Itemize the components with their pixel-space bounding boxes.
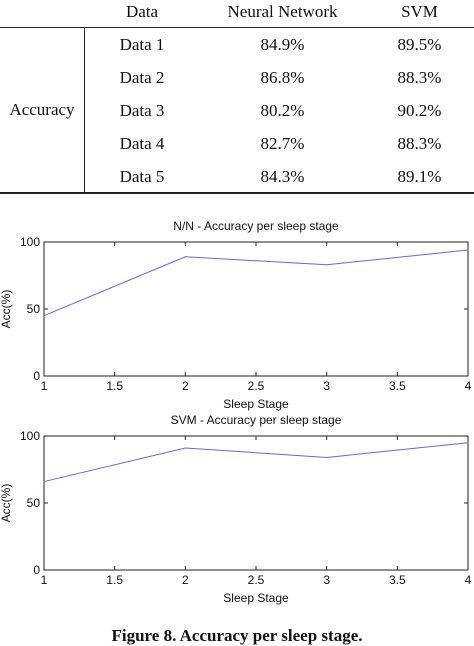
x-tick-label: 3 xyxy=(323,573,330,587)
data-point xyxy=(184,447,186,449)
table-bottom-rule xyxy=(0,192,474,194)
y-tick-label: 50 xyxy=(27,496,41,510)
data-point xyxy=(43,480,45,483)
table-cell-svm: 88.3% xyxy=(397,68,442,87)
y-tick-label: 0 xyxy=(33,563,40,577)
svm-accuracy-chart-svg: SVM - Accuracy per sleep stage 1 1.5 2 2.5 3 3… xyxy=(0,413,472,605)
table-cell-svm: 90.2% xyxy=(397,101,442,120)
series-line xyxy=(43,249,469,317)
x-tick-label: 4 xyxy=(465,573,472,587)
data-point xyxy=(43,315,45,317)
y-tick-label: 50 xyxy=(27,302,41,316)
x-tick-label: 2 xyxy=(182,573,189,587)
y-axis-label: Acc(%) xyxy=(0,290,13,329)
data-point xyxy=(326,264,328,266)
x-tick-label: 1.5 xyxy=(106,573,123,587)
table-cell-data: Data 4 xyxy=(119,134,165,153)
x-tick-label: 3.5 xyxy=(389,379,406,393)
table-cell-svm: 89.5% xyxy=(397,35,442,54)
y-axis-label: Acc(%) xyxy=(0,484,13,523)
x-tick-label: 1 xyxy=(41,379,48,393)
table-cell-nn: 80.2% xyxy=(260,101,305,120)
table-column-divider xyxy=(84,27,85,193)
table-cell-nn: 82.7% xyxy=(260,134,305,153)
table-cell-svm: 89.1% xyxy=(397,167,442,186)
y-tick-label: 0 xyxy=(33,369,40,383)
series-line xyxy=(43,442,469,483)
data-point xyxy=(467,249,469,251)
x-tick-label: 1 xyxy=(41,573,48,587)
x-axis-label: Sleep Stage xyxy=(223,591,289,605)
x-tick-label: 3 xyxy=(323,379,330,393)
nn-accuracy-chart: N/N - Accuracy per sleep stage 1 1.5 2 2.5 3 3… xyxy=(0,214,474,412)
table-cell-nn: 84.3% xyxy=(260,167,305,186)
y-tick-label: 100 xyxy=(20,429,40,443)
svm-accuracy-chart: SVM - Accuracy per sleep stage 1 1.5 2 2.5 3 3… xyxy=(0,410,474,610)
table-cell-data: Data 1 xyxy=(119,35,165,54)
x-tick-label: 1.5 xyxy=(106,379,123,393)
table-cell-data: Data 2 xyxy=(119,68,165,87)
x-tick-label: 2.5 xyxy=(248,573,265,587)
y-tick-label: 100 xyxy=(20,235,40,249)
table-cell-data: Data 3 xyxy=(119,101,165,120)
table-cell-svm: 88.3% xyxy=(397,134,442,153)
data-point xyxy=(467,442,469,444)
x-tick-label: 4 xyxy=(465,379,472,393)
chart-title: SVM - Accuracy per sleep stage xyxy=(171,413,342,427)
figure-caption: Figure 8. Accuracy per sleep stage. xyxy=(111,626,363,645)
data-point xyxy=(326,456,328,459)
table-header-svm: SVM xyxy=(401,2,438,21)
table-row-label-accuracy: Accuracy xyxy=(9,100,75,119)
data-point xyxy=(184,256,186,258)
table-cell-nn: 84.9% xyxy=(260,35,305,54)
table-header-rule xyxy=(0,27,474,28)
chart-title: N/N - Accuracy per sleep stage xyxy=(173,219,339,233)
results-table: Data Neural Network SVM Accuracy Data 1 … xyxy=(0,0,474,195)
table-header-neural-network: Neural Network xyxy=(227,2,338,21)
plot-frame xyxy=(43,241,469,377)
table-header-data: Data xyxy=(125,2,159,21)
nn-accuracy-chart-svg: N/N - Accuracy per sleep stage 1 1.5 2 2.5 3 3… xyxy=(0,219,472,411)
x-tick-label: 2.5 xyxy=(248,379,265,393)
x-tick-label: 2 xyxy=(182,379,189,393)
table-cell-data: Data 5 xyxy=(119,167,165,186)
x-tick-label: 3.5 xyxy=(389,573,406,587)
table-cell-nn: 86.8% xyxy=(260,68,305,87)
plot-frame xyxy=(43,435,469,571)
x-axis-label: Sleep Stage xyxy=(223,397,289,411)
